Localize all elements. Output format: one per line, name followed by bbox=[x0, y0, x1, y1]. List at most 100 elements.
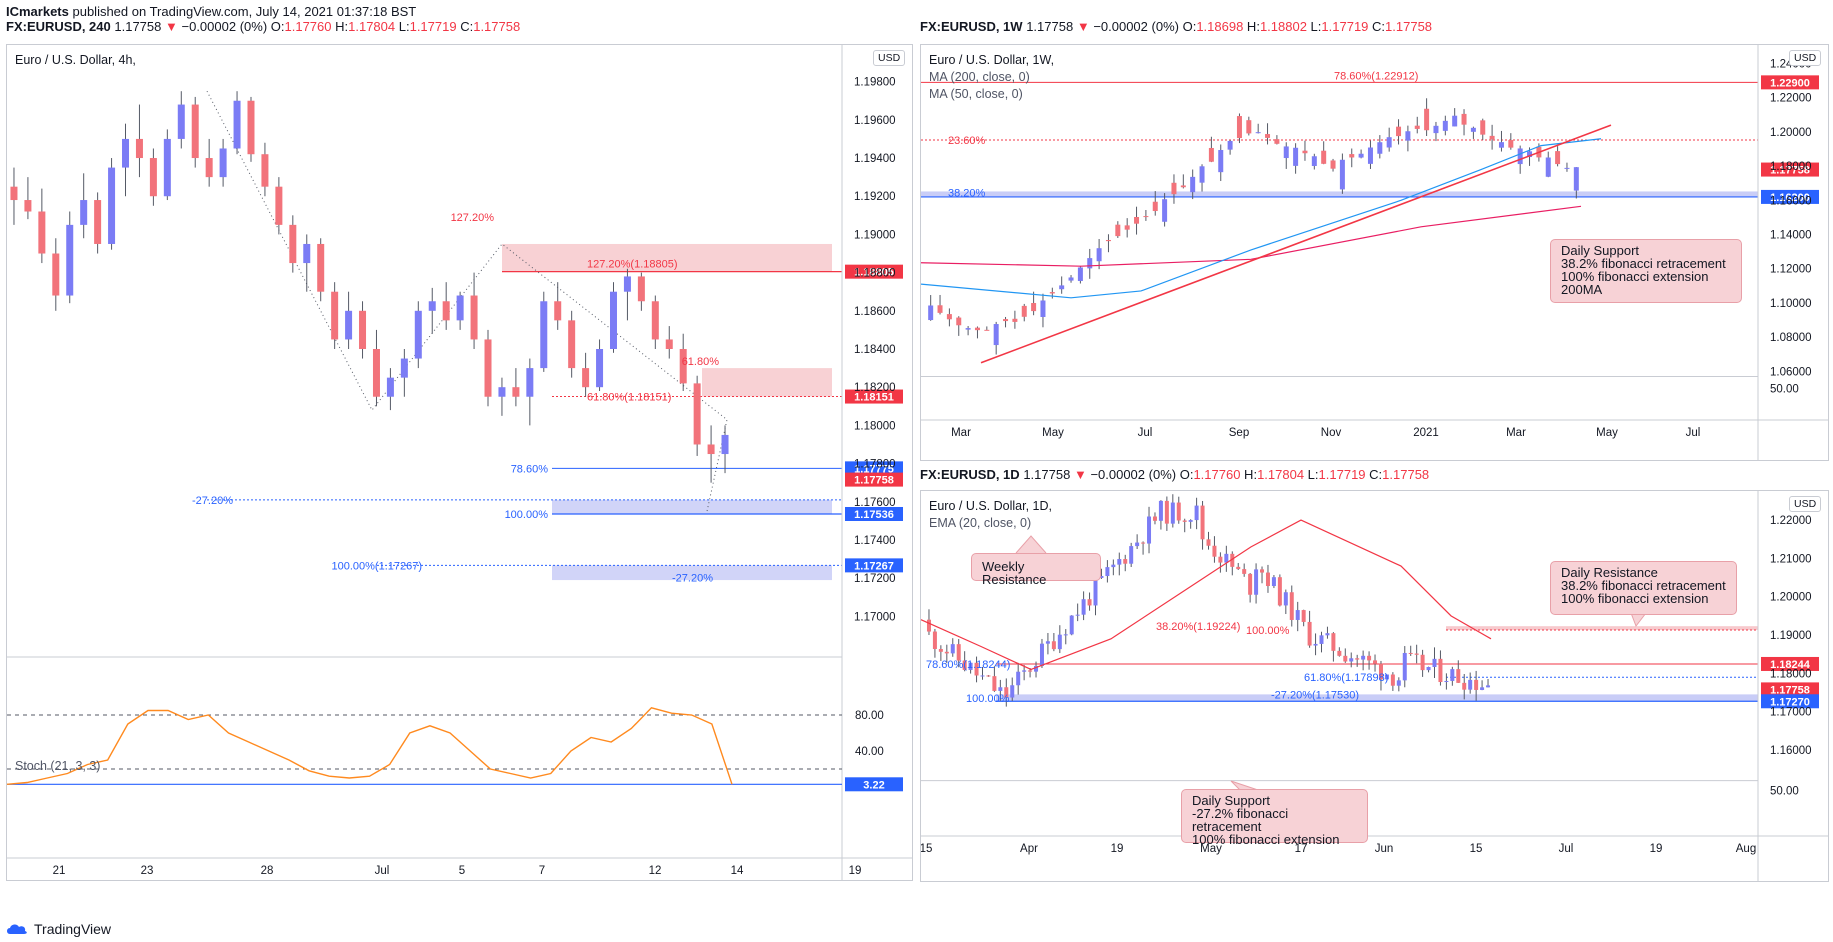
stoch-price-tag bbox=[845, 777, 903, 792]
daily-candle bbox=[1028, 670, 1033, 672]
daily-candle bbox=[1450, 669, 1455, 681]
daily-x-tick-label: Apr bbox=[1020, 843, 1038, 855]
left-symbol: FX:EURUSD, 240 bbox=[6, 19, 111, 34]
weekly-candle bbox=[928, 305, 934, 321]
tradingview-logo[interactable]: TradingView bbox=[6, 921, 111, 937]
weekly-y-tick-label: 1.16000 bbox=[1770, 195, 1812, 207]
weekly-y-tick-label: 1.06000 bbox=[1770, 366, 1812, 378]
left-candle bbox=[191, 104, 199, 159]
daily-chart-svg[interactable]: 78.60%(1.18244) 100.00% 38.20%(1.19224) 100… bbox=[921, 491, 1828, 881]
left-currency-badge[interactable]: USD bbox=[873, 50, 906, 66]
stoch-price-tag-label: 3.22 bbox=[863, 779, 884, 791]
daily-candle bbox=[1069, 615, 1074, 635]
daily-candle bbox=[1384, 674, 1389, 680]
weekly-currency-badge[interactable]: USD bbox=[1789, 50, 1822, 66]
daily-candle bbox=[1319, 635, 1324, 644]
daily-x-tick-label: 15 bbox=[921, 843, 932, 855]
daily-candle bbox=[1200, 505, 1205, 540]
left-candle bbox=[163, 138, 171, 197]
left-chart-panel[interactable]: 127.20% 127.20%(1.18805) 61.80% 61.80%(1.18… bbox=[6, 44, 913, 881]
weekly-y-tick-label: 1.20000 bbox=[1770, 127, 1812, 139]
weekly-trendline bbox=[980, 124, 1612, 364]
weekly-price-tag-label: 1.22900 bbox=[1770, 77, 1810, 89]
daily-lower-tick: 50.00 bbox=[1770, 786, 1799, 798]
daily-candle bbox=[1039, 643, 1044, 666]
daily-ema-line bbox=[921, 519, 1492, 671]
weekly-candle bbox=[946, 314, 952, 320]
left-candle bbox=[484, 339, 492, 397]
left-close: 1.17758 bbox=[473, 19, 521, 34]
weekly-symbol: FX:EURUSD, 1W bbox=[920, 19, 1023, 34]
weekly-candle bbox=[1012, 318, 1018, 322]
left-candle bbox=[66, 224, 74, 296]
weekly-support-zone bbox=[921, 191, 1758, 197]
left-candle bbox=[526, 368, 534, 397]
weekly-candle bbox=[1265, 134, 1271, 138]
daily-candle bbox=[1123, 559, 1128, 564]
left-candle bbox=[651, 301, 659, 340]
daily-fib-label: 61.80%(1.17898) bbox=[1304, 672, 1388, 684]
weekly-price-tag bbox=[1761, 189, 1819, 204]
daily-chart-panel[interactable]: 78.60%(1.18244) 100.00% 38.20%(1.19224) 100… bbox=[920, 490, 1829, 882]
daily-candle bbox=[1147, 516, 1152, 544]
weekly-chart-title: Euro / U.S. Dollar, 1W, bbox=[929, 53, 1055, 67]
daily-candle bbox=[926, 619, 931, 632]
left-x-tick-label: 23 bbox=[141, 865, 154, 877]
weekly-ma200-line bbox=[921, 205, 1582, 267]
weekly-candle bbox=[1040, 300, 1046, 317]
publish-info: published on TradingView.com, July 14, 2… bbox=[68, 4, 417, 19]
daily-fib-label: 38.20%(1.19224) bbox=[1156, 621, 1240, 633]
weekly-candle bbox=[1498, 142, 1504, 148]
daily-candle bbox=[962, 660, 967, 670]
weekly-price-tag bbox=[1761, 75, 1819, 90]
weekly-candle bbox=[1517, 148, 1523, 165]
weekly-candle bbox=[1377, 142, 1383, 154]
author-name[interactable]: ICmarkets bbox=[6, 4, 69, 19]
left-price-tag bbox=[845, 461, 903, 476]
left-y-tick-label: 1.19600 bbox=[854, 115, 896, 127]
stoch-label: Stoch (21, 3, 3) bbox=[15, 759, 101, 773]
weekly-chart-svg[interactable]: 78.60%(1.22912) 23.60% 38.20% 1.22900 1.1775… bbox=[921, 45, 1828, 460]
left-candle bbox=[721, 434, 729, 455]
left-fib-label: 78.60% bbox=[511, 463, 549, 475]
daily-candle bbox=[1289, 592, 1294, 620]
weekly-x-tick-label: Mar bbox=[1506, 427, 1526, 439]
left-resistance-zone bbox=[502, 243, 832, 272]
weekly-candle bbox=[1152, 201, 1158, 212]
weekly-fib-label: 78.60%(1.22912) bbox=[1334, 70, 1418, 82]
left-candle bbox=[609, 291, 617, 349]
weekly-candle bbox=[1087, 258, 1093, 269]
weekly-y-tick-label: 1.12000 bbox=[1770, 264, 1812, 276]
daily-x-tick-label: 17 bbox=[1295, 843, 1308, 855]
left-candle bbox=[637, 276, 645, 302]
daily-candle bbox=[950, 644, 955, 654]
daily-candle bbox=[1378, 663, 1383, 680]
weekly-candle bbox=[1564, 167, 1570, 169]
daily-candle bbox=[974, 662, 979, 676]
left-chart-svg[interactable]: 127.20% 127.20%(1.18805) 61.80% 61.80%(1.18… bbox=[7, 45, 912, 880]
daily-x-tick-label: 15 bbox=[1470, 843, 1483, 855]
daily-currency-badge[interactable]: USD bbox=[1789, 496, 1822, 512]
daily-candle bbox=[1414, 653, 1419, 655]
weekly-candle bbox=[937, 305, 943, 313]
left-candle bbox=[442, 301, 450, 321]
daily-open: 1.17760 bbox=[1193, 467, 1241, 482]
weekly-candle bbox=[1508, 140, 1514, 148]
weekly-chart-panel[interactable]: 78.60%(1.22912) 23.60% 38.20% 1.22900 1.1775… bbox=[920, 44, 1829, 461]
daily-candle bbox=[1111, 564, 1116, 568]
daily-candle bbox=[1135, 542, 1140, 547]
daily-price-tag-label: 1.18244 bbox=[1770, 659, 1811, 671]
weekly-price-tag bbox=[1761, 162, 1819, 177]
weekly-y-tick-label: 1.22000 bbox=[1770, 93, 1812, 105]
daily-candle bbox=[1248, 573, 1253, 595]
daily-ohlc-header: FX:EURUSD, 1D 1.17758 ▼ −0.00002 (0%) O:… bbox=[920, 467, 1430, 482]
weekly-candle bbox=[1246, 120, 1252, 134]
daily-support-callout: Daily Support -27.2% fibonacci retraceme… bbox=[1181, 789, 1368, 846]
daily-candle bbox=[1045, 641, 1050, 644]
left-high: 1.17804 bbox=[348, 19, 396, 34]
daily-candle bbox=[1337, 650, 1342, 656]
left-candle bbox=[38, 211, 46, 254]
left-price-tag-label: 1.17267 bbox=[854, 560, 894, 572]
weekly-candle bbox=[1021, 305, 1027, 317]
weekly-y-tick-label: 1.10000 bbox=[1770, 298, 1812, 310]
